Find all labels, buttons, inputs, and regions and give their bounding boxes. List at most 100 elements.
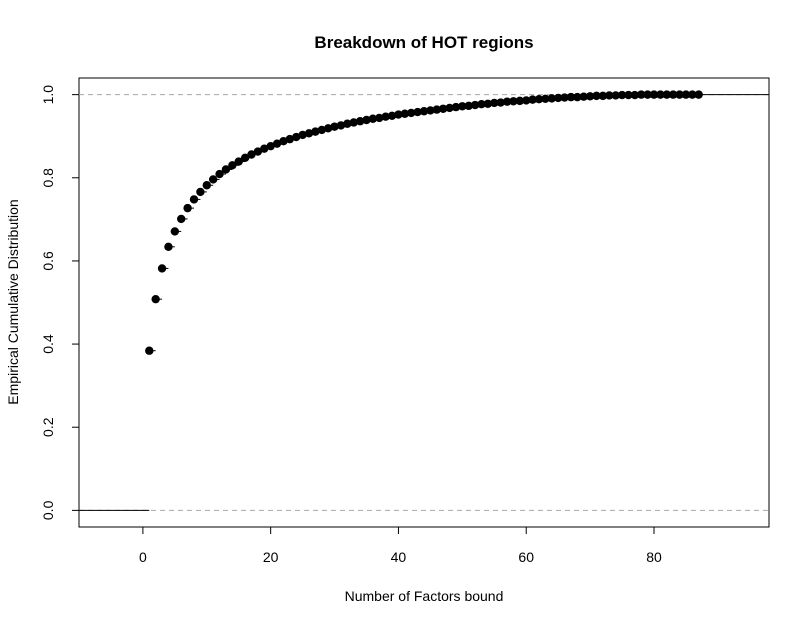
data-point	[234, 157, 243, 166]
y-tick-label: 0.0	[40, 500, 56, 520]
data-point	[592, 91, 601, 101]
data-point	[394, 110, 403, 119]
data-point	[611, 91, 620, 100]
data-point	[477, 99, 486, 109]
data-point	[279, 136, 288, 146]
data-point	[579, 92, 588, 101]
data-point	[688, 90, 697, 99]
y-axis-label: Empirical Cumulative Distribution	[5, 199, 21, 404]
x-tick-label: 60	[518, 549, 534, 565]
data-point	[426, 106, 435, 115]
y-tick-label: 0.4	[40, 334, 56, 354]
data-point	[157, 264, 167, 273]
data-point	[541, 94, 550, 103]
data-point	[598, 91, 608, 101]
data-point	[151, 294, 160, 304]
data-point	[292, 132, 301, 142]
data-point	[656, 90, 665, 99]
data-point	[170, 227, 180, 236]
data-point	[649, 90, 659, 99]
data-point	[221, 165, 231, 174]
data-point	[694, 90, 703, 99]
plot-frame	[78, 77, 770, 528]
data-point	[560, 93, 569, 102]
data-point	[681, 90, 691, 99]
data-point	[662, 90, 671, 99]
data-point	[189, 195, 199, 204]
x-axis-label: Number of Factors bound	[345, 588, 504, 604]
data-point	[407, 108, 416, 118]
data-point	[400, 109, 410, 118]
data-point	[202, 181, 211, 190]
data-point	[355, 117, 365, 126]
data-point	[247, 150, 256, 159]
data-point	[208, 175, 218, 184]
y-tick-label: 0.6	[40, 251, 56, 271]
data-point	[522, 96, 531, 105]
data-point	[432, 105, 441, 114]
chart-title: Breakdown of HOT regions	[314, 33, 533, 52]
data-point	[362, 115, 371, 125]
x-tick-label: 0	[139, 549, 147, 565]
data-point	[445, 103, 454, 113]
data-point	[317, 125, 326, 135]
data-point	[483, 99, 493, 108]
data-point	[451, 102, 461, 112]
x-tick-label: 40	[391, 549, 407, 565]
data-point	[496, 98, 505, 107]
data-point	[145, 346, 154, 355]
ecdf-steps	[79, 94, 769, 511]
y-tick-label: 1.0	[40, 85, 56, 105]
data-point	[298, 130, 307, 140]
data-point	[183, 203, 192, 213]
data-point	[164, 242, 173, 251]
data-point	[368, 114, 378, 123]
data-point	[675, 90, 684, 99]
data-point	[253, 147, 263, 156]
data-point	[343, 119, 352, 128]
data-point	[228, 161, 237, 170]
data-point	[272, 139, 282, 148]
data-point	[470, 100, 480, 110]
data-point	[387, 111, 397, 121]
data-point	[323, 124, 333, 133]
data-point	[240, 153, 250, 163]
data-point	[311, 127, 320, 136]
data-point	[419, 107, 429, 116]
data-point	[566, 92, 576, 102]
data-point	[375, 113, 384, 123]
y-tick-label: 0.8	[40, 168, 56, 188]
data-point	[528, 95, 537, 104]
data-point	[177, 214, 186, 224]
data-point	[668, 90, 678, 99]
data-point	[458, 102, 467, 111]
data-point	[336, 121, 346, 130]
data-point	[553, 93, 563, 103]
data-point	[330, 122, 339, 131]
data-point	[502, 97, 512, 106]
data-point	[605, 91, 614, 100]
data-point	[215, 169, 224, 179]
data-point	[381, 112, 390, 121]
data-point	[509, 97, 518, 106]
data-point	[585, 92, 595, 101]
reference-lines	[79, 94, 769, 511]
data-point	[617, 90, 627, 100]
data-point	[515, 96, 525, 106]
data-point	[285, 134, 295, 144]
x-tick-label: 80	[646, 549, 662, 565]
data-point	[630, 90, 640, 100]
data-point	[547, 94, 556, 103]
data-point	[624, 90, 633, 100]
data-point	[534, 95, 544, 104]
y-axis: 0.0 0.2 0.4 0.6 0.8 1.0	[40, 85, 79, 520]
data-point	[304, 129, 314, 138]
data-point	[196, 187, 205, 197]
data-point	[349, 118, 358, 127]
y-tick-label: 0.2	[40, 417, 56, 437]
x-axis: 0 20 40 60 80	[139, 526, 662, 565]
data-point	[266, 141, 275, 151]
data-points	[145, 90, 703, 355]
data-point	[637, 90, 646, 99]
